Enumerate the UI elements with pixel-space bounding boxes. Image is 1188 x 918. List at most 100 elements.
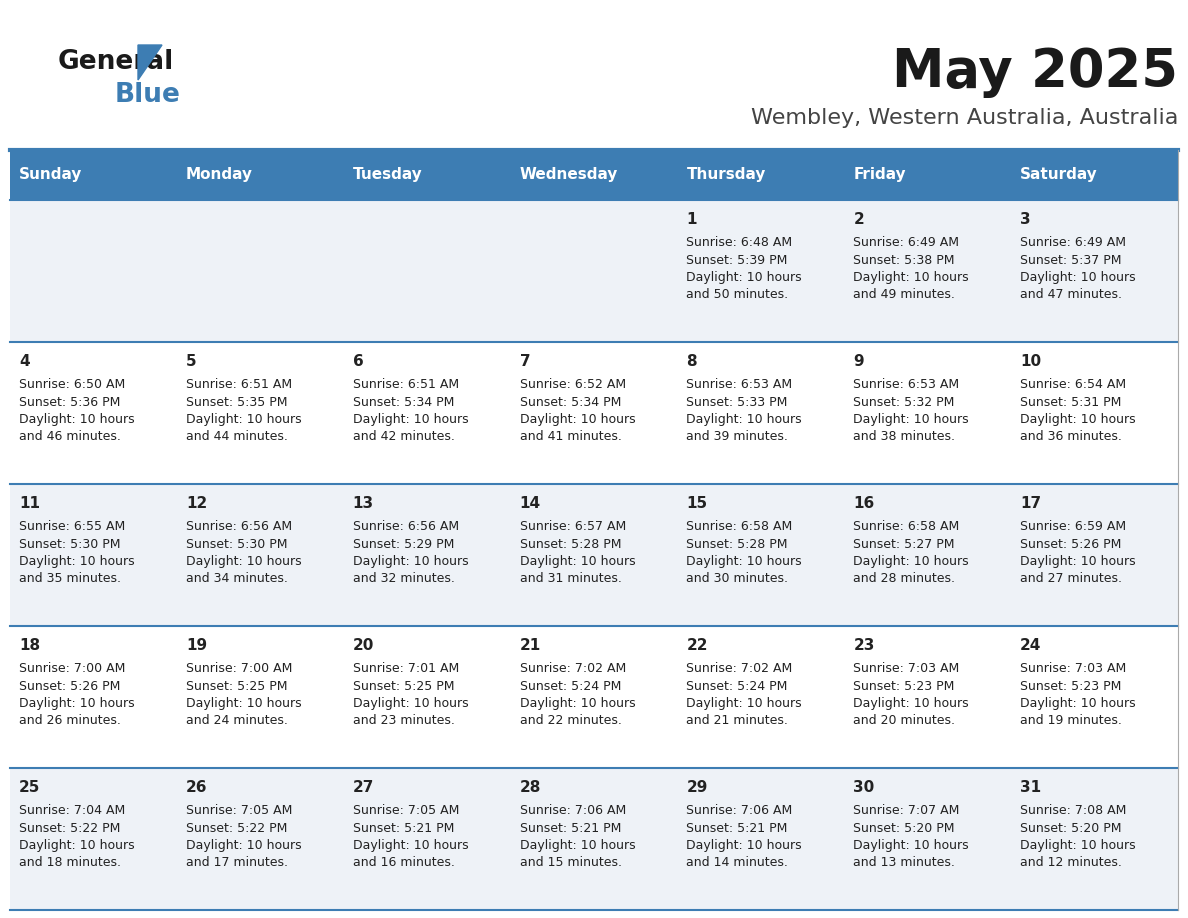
Text: Daylight: 10 hours: Daylight: 10 hours xyxy=(1020,555,1136,568)
Text: Sunset: 5:37 PM: Sunset: 5:37 PM xyxy=(1020,253,1121,266)
Text: and 39 minutes.: and 39 minutes. xyxy=(687,431,789,443)
Bar xyxy=(343,342,511,484)
Text: General: General xyxy=(58,49,175,75)
Bar xyxy=(511,342,677,484)
Text: 20: 20 xyxy=(353,638,374,653)
Text: Sunset: 5:33 PM: Sunset: 5:33 PM xyxy=(687,396,788,409)
Text: Sunrise: 7:03 AM: Sunrise: 7:03 AM xyxy=(853,662,960,675)
Text: 30: 30 xyxy=(853,780,874,795)
Text: and 49 minutes.: and 49 minutes. xyxy=(853,288,955,301)
Bar xyxy=(10,484,177,626)
Text: 5: 5 xyxy=(185,354,196,369)
Text: Daylight: 10 hours: Daylight: 10 hours xyxy=(185,839,302,852)
Text: Sunset: 5:28 PM: Sunset: 5:28 PM xyxy=(519,538,621,551)
Text: Daylight: 10 hours: Daylight: 10 hours xyxy=(853,697,969,710)
Text: Sunset: 5:27 PM: Sunset: 5:27 PM xyxy=(853,538,955,551)
Text: Daylight: 10 hours: Daylight: 10 hours xyxy=(185,413,302,426)
Text: 29: 29 xyxy=(687,780,708,795)
Text: Sunset: 5:22 PM: Sunset: 5:22 PM xyxy=(19,822,120,834)
Text: 24: 24 xyxy=(1020,638,1042,653)
Text: Sunrise: 7:08 AM: Sunrise: 7:08 AM xyxy=(1020,804,1126,817)
Text: and 42 minutes.: and 42 minutes. xyxy=(353,431,455,443)
Text: and 18 minutes.: and 18 minutes. xyxy=(19,856,121,869)
Text: Tuesday: Tuesday xyxy=(353,167,423,183)
Text: and 28 minutes.: and 28 minutes. xyxy=(853,573,955,586)
Text: Sunset: 5:21 PM: Sunset: 5:21 PM xyxy=(353,822,454,834)
Text: Daylight: 10 hours: Daylight: 10 hours xyxy=(519,413,636,426)
Bar xyxy=(845,484,1011,626)
Text: and 34 minutes.: and 34 minutes. xyxy=(185,573,287,586)
Text: and 47 minutes.: and 47 minutes. xyxy=(1020,288,1123,301)
Text: and 35 minutes.: and 35 minutes. xyxy=(19,573,121,586)
Text: Daylight: 10 hours: Daylight: 10 hours xyxy=(519,697,636,710)
Text: and 19 minutes.: and 19 minutes. xyxy=(1020,714,1121,727)
Text: and 31 minutes.: and 31 minutes. xyxy=(519,573,621,586)
Text: Sunrise: 7:05 AM: Sunrise: 7:05 AM xyxy=(353,804,459,817)
Text: and 14 minutes.: and 14 minutes. xyxy=(687,856,789,869)
Text: and 44 minutes.: and 44 minutes. xyxy=(185,431,287,443)
Text: 6: 6 xyxy=(353,354,364,369)
Text: Sunrise: 7:00 AM: Sunrise: 7:00 AM xyxy=(185,662,292,675)
Bar xyxy=(511,768,677,910)
Text: Sunset: 5:38 PM: Sunset: 5:38 PM xyxy=(853,253,955,266)
Bar xyxy=(511,626,677,768)
Text: Sunrise: 6:50 AM: Sunrise: 6:50 AM xyxy=(19,378,125,391)
Text: Daylight: 10 hours: Daylight: 10 hours xyxy=(19,413,134,426)
Text: Sunset: 5:24 PM: Sunset: 5:24 PM xyxy=(519,679,621,692)
Text: Daylight: 10 hours: Daylight: 10 hours xyxy=(853,839,969,852)
Text: Daylight: 10 hours: Daylight: 10 hours xyxy=(687,555,802,568)
Text: Daylight: 10 hours: Daylight: 10 hours xyxy=(853,555,969,568)
Bar xyxy=(1011,342,1178,484)
Text: Friday: Friday xyxy=(853,167,906,183)
Text: Daylight: 10 hours: Daylight: 10 hours xyxy=(1020,413,1136,426)
Text: Sunrise: 7:02 AM: Sunrise: 7:02 AM xyxy=(687,662,792,675)
Text: Daylight: 10 hours: Daylight: 10 hours xyxy=(853,271,969,284)
Text: Sunset: 5:31 PM: Sunset: 5:31 PM xyxy=(1020,396,1121,409)
Text: Daylight: 10 hours: Daylight: 10 hours xyxy=(185,697,302,710)
Text: Sunrise: 6:58 AM: Sunrise: 6:58 AM xyxy=(853,520,960,533)
Text: Sunset: 5:26 PM: Sunset: 5:26 PM xyxy=(1020,538,1121,551)
Bar xyxy=(845,200,1011,342)
Text: 2: 2 xyxy=(853,212,864,227)
Text: Daylight: 10 hours: Daylight: 10 hours xyxy=(19,697,134,710)
Text: Sunrise: 6:51 AM: Sunrise: 6:51 AM xyxy=(353,378,459,391)
Bar xyxy=(845,342,1011,484)
Text: 27: 27 xyxy=(353,780,374,795)
Text: 21: 21 xyxy=(519,638,541,653)
Text: Blue: Blue xyxy=(115,82,181,108)
Text: and 46 minutes.: and 46 minutes. xyxy=(19,431,121,443)
Text: Sunrise: 6:51 AM: Sunrise: 6:51 AM xyxy=(185,378,292,391)
Bar xyxy=(10,150,177,200)
Text: and 50 minutes.: and 50 minutes. xyxy=(687,288,789,301)
Text: Daylight: 10 hours: Daylight: 10 hours xyxy=(353,413,468,426)
Text: Sunrise: 6:57 AM: Sunrise: 6:57 AM xyxy=(519,520,626,533)
Text: Sunset: 5:20 PM: Sunset: 5:20 PM xyxy=(853,822,955,834)
Text: and 26 minutes.: and 26 minutes. xyxy=(19,714,121,727)
Text: 18: 18 xyxy=(19,638,40,653)
Text: and 22 minutes.: and 22 minutes. xyxy=(519,714,621,727)
Text: Daylight: 10 hours: Daylight: 10 hours xyxy=(687,271,802,284)
Text: Daylight: 10 hours: Daylight: 10 hours xyxy=(519,839,636,852)
Text: Sunset: 5:34 PM: Sunset: 5:34 PM xyxy=(519,396,621,409)
Bar xyxy=(845,626,1011,768)
Text: Sunrise: 6:49 AM: Sunrise: 6:49 AM xyxy=(853,236,959,249)
Text: Daylight: 10 hours: Daylight: 10 hours xyxy=(353,697,468,710)
Text: Sunrise: 7:02 AM: Sunrise: 7:02 AM xyxy=(519,662,626,675)
Text: 10: 10 xyxy=(1020,354,1041,369)
Text: 13: 13 xyxy=(353,496,374,511)
Bar xyxy=(10,342,177,484)
Bar xyxy=(10,200,177,342)
Text: Thursday: Thursday xyxy=(687,167,766,183)
Bar xyxy=(177,484,343,626)
Text: Sunset: 5:21 PM: Sunset: 5:21 PM xyxy=(519,822,621,834)
Text: and 17 minutes.: and 17 minutes. xyxy=(185,856,287,869)
Bar xyxy=(677,200,845,342)
Text: Sunrise: 6:58 AM: Sunrise: 6:58 AM xyxy=(687,520,792,533)
Text: 12: 12 xyxy=(185,496,207,511)
Text: Sunset: 5:35 PM: Sunset: 5:35 PM xyxy=(185,396,287,409)
Text: 17: 17 xyxy=(1020,496,1041,511)
Text: Sunset: 5:22 PM: Sunset: 5:22 PM xyxy=(185,822,287,834)
Text: and 15 minutes.: and 15 minutes. xyxy=(519,856,621,869)
Text: and 36 minutes.: and 36 minutes. xyxy=(1020,431,1121,443)
Text: and 20 minutes.: and 20 minutes. xyxy=(853,714,955,727)
